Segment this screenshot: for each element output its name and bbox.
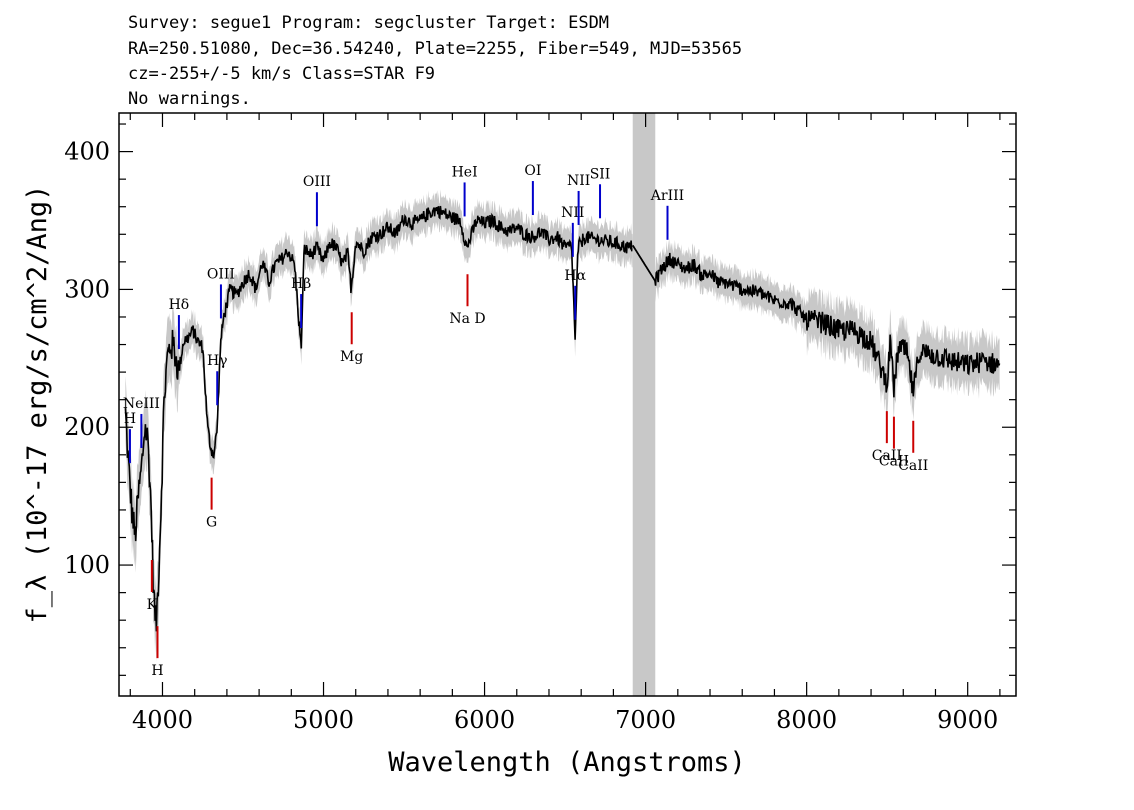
- flux-series-layer: [124, 205, 1001, 632]
- annotation-hα: Hα: [564, 268, 587, 320]
- plot-frame: [118, 112, 1017, 697]
- annotation-ariii: ArIII: [650, 188, 684, 240]
- y-axis-title: f_λ (10^-17 erg/s/cm^2/Ang): [22, 185, 53, 624]
- y-tick-label: 400: [64, 138, 110, 166]
- annotation-h: H: [151, 626, 164, 679]
- annotation-nii: NII: [567, 173, 590, 225]
- annotation-oiii: OIII: [303, 174, 331, 227]
- annotation-hei: HeI: [452, 164, 478, 217]
- annotation-sii: SII: [590, 166, 611, 219]
- annotation-label: K: [147, 597, 158, 613]
- annotation-caii: CaII: [898, 420, 928, 474]
- x-tick-label: 5000: [293, 706, 354, 734]
- annotation-label: OI: [524, 163, 541, 179]
- annotation-label: SII: [590, 166, 611, 182]
- flux-line-blue-segment: [124, 205, 633, 632]
- annotation-label: Hδ: [169, 297, 190, 313]
- annotation-label: NII: [567, 173, 590, 189]
- annotation-label: H: [124, 411, 136, 427]
- masked-region-layer: [632, 113, 656, 696]
- header-line-4: No warnings.: [128, 89, 251, 109]
- header-line-2: RA=250.51080, Dec=36.54240, Plate=2255, …: [128, 39, 742, 59]
- annotation-label: Hγ: [207, 353, 228, 369]
- x-tick-label: 8000: [776, 706, 837, 734]
- x-tick-label: 6000: [454, 706, 515, 734]
- annotation-label: G: [206, 515, 217, 531]
- masked-region: [632, 113, 656, 696]
- flux-line-red-segment: [632, 245, 1001, 398]
- annotation-hβ: Hβ: [291, 276, 311, 329]
- header-line-3: cz=-255+/-5 km/s Class=STAR F9: [128, 64, 435, 84]
- annotation-label: OIII: [303, 174, 331, 190]
- annotation-label: CaII: [898, 458, 928, 474]
- chart-header: Survey: segue1 Program: segcluster Targe…: [128, 13, 742, 109]
- annotation-label: Hβ: [291, 276, 311, 292]
- error-band-layer: [125, 189, 1000, 663]
- y-tick-label: 200: [64, 413, 110, 441]
- annotation-k: K: [147, 559, 158, 613]
- annotation-na-d: Na D: [449, 274, 486, 327]
- annotation-oiii: OIII: [207, 266, 235, 319]
- annotation-label: ArIII: [650, 188, 684, 204]
- annotation-hγ: Hγ: [207, 353, 228, 406]
- annotation-label: NII: [561, 205, 584, 221]
- x-tick-label: 7000: [615, 706, 676, 734]
- y-tick-label: 300: [64, 275, 110, 303]
- annotation-label: HeI: [452, 164, 478, 180]
- axis-ticks: 4000 5000 6000 7000 8000 9000 100 200 300 400: [64, 113, 1016, 734]
- error-band: [125, 189, 1000, 663]
- x-axis-title: Wavelength (Angstroms): [388, 747, 746, 778]
- x-tick-label: 9000: [937, 706, 998, 734]
- annotation-caii: CaII: [872, 411, 902, 464]
- header-line-1: Survey: segue1 Program: segcluster Targe…: [128, 13, 609, 33]
- annotation-label: CaII: [879, 454, 909, 470]
- annotation-neiii: NeIII: [123, 396, 160, 448]
- annotation-label: Mg: [340, 349, 363, 365]
- annotation-label: H: [151, 663, 163, 679]
- annotation-mg: Mg: [340, 312, 363, 365]
- annotation-label: Na D: [449, 311, 485, 327]
- annotation-label: OIII: [207, 266, 235, 282]
- y-tick-label: 100: [64, 551, 110, 579]
- annotation-hδ: Hδ: [169, 297, 190, 350]
- annotation-label: CaII: [872, 448, 902, 464]
- annotation-h: H: [124, 411, 136, 464]
- annotation-label: NeIII: [123, 396, 160, 412]
- annotation-oi: OI: [524, 163, 541, 216]
- annotation-label: Hα: [564, 268, 586, 284]
- annotation-g: G: [206, 477, 217, 531]
- x-tick-label: 4000: [132, 706, 193, 734]
- annotation-caii: CaII: [879, 416, 909, 470]
